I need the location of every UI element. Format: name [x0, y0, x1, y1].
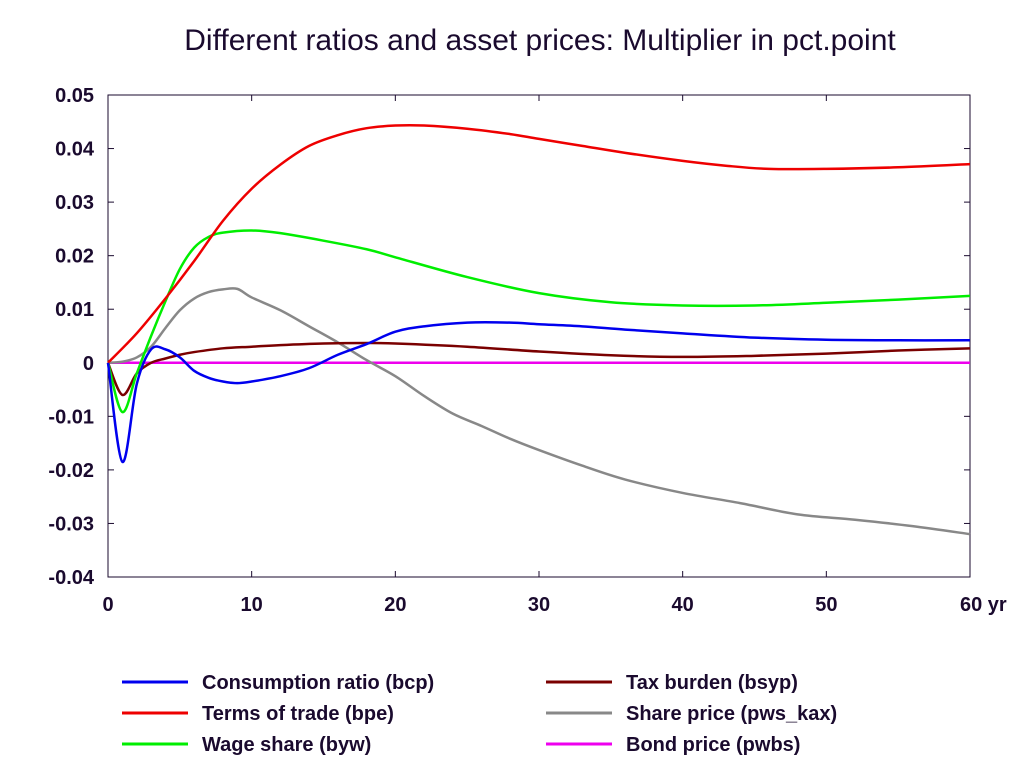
legend-label: Share price (pws_kax) — [626, 703, 837, 725]
y-tick-label: 0.05 — [55, 85, 94, 107]
x-tick-label: 50 — [815, 594, 837, 616]
legend-label: Bond price (pwbs) — [626, 734, 800, 756]
series-line-tax-burden-bsyp — [106, 341, 971, 397]
legend-item: Terms of trade (bpe) — [122, 703, 394, 725]
legend-item: Consumption ratio (bcp) — [122, 672, 434, 694]
series-line-wage-share-byw — [106, 229, 971, 414]
plot-area: 0.05 0.04 0.03 0.02 0.01 0 -0.01 -0.02 -0.03 -0.0… — [48, 85, 1007, 616]
x-tick-label: 20 — [384, 594, 406, 616]
y-tick-label: 0 — [83, 353, 94, 375]
legend-item: Wage share (byw) — [122, 734, 371, 756]
plot-frame — [107, 94, 971, 578]
legend-item: Tax burden (bsyp) — [546, 672, 798, 694]
legend-label: Tax burden (bsyp) — [626, 672, 798, 694]
y-tick-label: 0.04 — [55, 139, 95, 161]
y-tick-label: -0.02 — [48, 460, 94, 482]
legend-label: Terms of trade (bpe) — [202, 703, 394, 725]
x-tick-label: 0 — [102, 594, 113, 616]
legend-label: Wage share (byw) — [202, 734, 371, 756]
series-line-terms-of-trade-bpe — [107, 123, 971, 364]
y-tick-label: 0.02 — [55, 246, 94, 268]
x-tick-label: 10 — [241, 594, 263, 616]
x-tick-label: 40 — [672, 594, 694, 616]
y-tick-label: -0.03 — [48, 513, 94, 535]
legend-item: Share price (pws_kax) — [546, 703, 837, 725]
legend-item: Bond price (pwbs) — [546, 734, 800, 756]
y-tick-label: -0.01 — [48, 406, 94, 428]
chart-title: Different ratios and asset prices: Multi… — [184, 24, 896, 57]
x-tick-label: 30 — [528, 594, 550, 616]
legend-label: Consumption ratio (bcp) — [202, 672, 434, 694]
y-tick-label: -0.04 — [48, 567, 94, 589]
y-tick-label: 0.03 — [55, 192, 94, 214]
series-line-consumption-ratio-bcp — [106, 321, 971, 464]
y-tick-label: 0.01 — [55, 299, 94, 321]
series-line-share-price-pws-kax — [107, 287, 971, 536]
legend: Consumption ratio (bcp) Terms of trade (b… — [122, 672, 837, 756]
x-tick-label: 60 yr — [960, 594, 1007, 616]
